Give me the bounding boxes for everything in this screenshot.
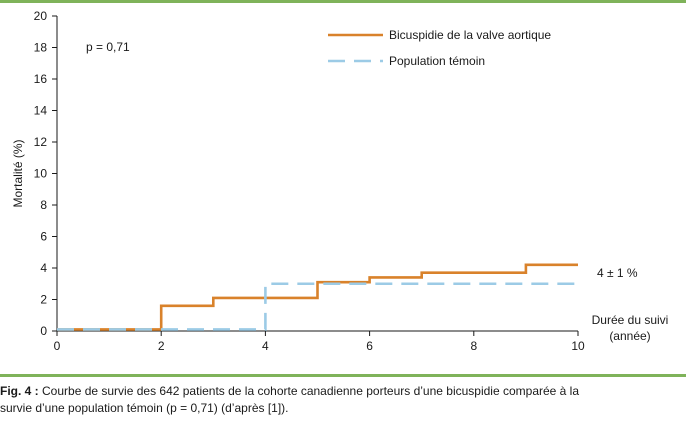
series-line-0 <box>57 263 578 331</box>
series-line-1 <box>57 282 578 331</box>
chart-legend: Bicuspidie de la valve aortique Populatio… <box>328 28 551 68</box>
x-tick-label: 6 <box>366 339 373 353</box>
top-rule <box>0 0 686 3</box>
y-tick-label: 18 <box>34 41 48 55</box>
legend-label-0: Bicuspidie de la valve aortique <box>389 28 551 42</box>
caption-line-2: survie d’une population témoin (p = 0,71… <box>0 401 289 415</box>
y-tick-label: 4 <box>40 261 47 275</box>
x-axis-label-line: Durée du suivi <box>592 313 669 327</box>
y-tick-label: 0 <box>40 324 47 338</box>
end-value-annotation: 4 ± 1 % <box>597 266 638 280</box>
chart-axes: 0 2 4 6 8 10 0 2 4 6 8 10 12 14 16 18 20 Mortalité (%) Dur… <box>11 9 668 353</box>
x-tick-label: 2 <box>158 339 165 353</box>
x-tick-label: 10 <box>571 339 585 353</box>
y-tick-label: 20 <box>34 9 48 23</box>
y-tick-label: 12 <box>34 135 48 149</box>
y-tick-label: 8 <box>40 198 47 212</box>
x-tick-label: 0 <box>54 339 61 353</box>
x-axis-label-line: (année) <box>609 329 650 343</box>
y-tick-label: 10 <box>34 167 48 181</box>
caption-line-1: Fig. 4 : Courbe de survie des 642 patien… <box>0 383 686 400</box>
figure-caption: Fig. 4 : Courbe de survie des 642 patien… <box>0 383 686 417</box>
y-tick-label: 14 <box>34 104 48 118</box>
p-value-annotation: p = 0,71 <box>86 40 130 54</box>
legend-label-1: Population témoin <box>389 54 485 68</box>
y-axis-label: Mortalité (%) <box>11 139 25 207</box>
caption-lead: Fig. 4 : <box>0 384 39 398</box>
chart-series <box>57 263 578 331</box>
x-tick-label: 8 <box>470 339 477 353</box>
caption-text-1: Courbe de survie des 642 patients de la … <box>38 384 580 398</box>
y-tick-label: 6 <box>40 230 47 244</box>
y-tick-label: 16 <box>34 72 48 86</box>
y-tick-label: 2 <box>40 293 47 307</box>
x-tick-label: 4 <box>262 339 269 353</box>
survival-chart: 0 2 4 6 8 10 0 2 4 6 8 10 12 14 16 18 20 Mortalité (%) Dur… <box>11 9 668 353</box>
bottom-rule <box>0 374 686 377</box>
